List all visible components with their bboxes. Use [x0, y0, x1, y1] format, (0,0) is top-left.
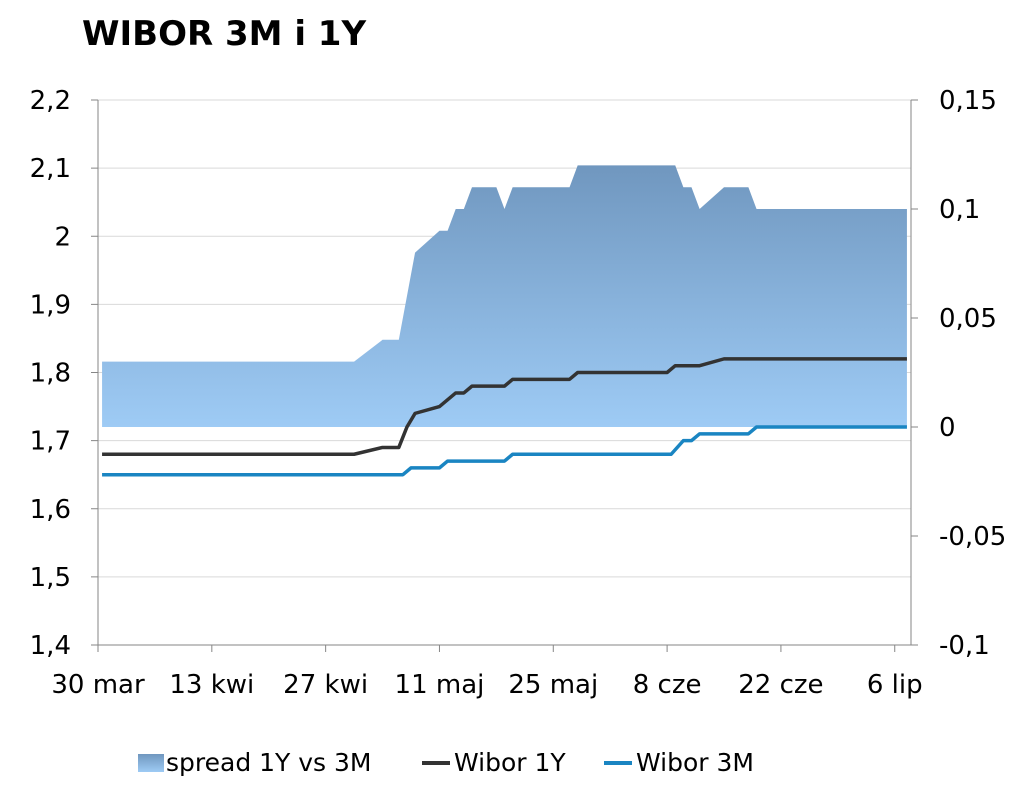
- y-left-tick-label: 1,5: [30, 563, 71, 593]
- legend-item-spread[interactable]: spread 1Y vs 3M: [138, 748, 372, 777]
- series-line-wibor-1y: [102, 357, 907, 456]
- x-tick-label: 30 mar: [51, 670, 145, 700]
- x-tick-label: 6 lip: [867, 670, 923, 700]
- x-tick-label: 8 cze: [633, 670, 702, 700]
- legend-item-wibor-3m[interactable]: Wibor 3M: [604, 748, 754, 777]
- y-left-tick-label: 1,8: [30, 359, 71, 389]
- legend-swatch-wibor-1y: [422, 760, 450, 765]
- y-right-tick-label: 0,05: [939, 304, 997, 334]
- x-tick-label: 22 cze: [738, 670, 823, 700]
- x-tick-label: 11 maj: [395, 670, 485, 700]
- series-area-spread: [102, 165, 907, 427]
- y-right-tick-label: 0,15: [939, 86, 997, 116]
- y-right-tick-label: 0,1: [939, 195, 980, 225]
- chart-title: WIBOR 3M i 1Y: [82, 14, 367, 54]
- y-left-tick-label: 2,1: [30, 154, 71, 184]
- series-line-wibor-3m: [102, 425, 907, 477]
- legend-label-wibor-3m: Wibor 3M: [636, 748, 754, 777]
- x-tick-label: 13 kwi: [169, 670, 254, 700]
- chart-plot: 1,4 1,5 1,6 1,7 1,8 1,9 2 2,1 2,2 -0,1 -0,05 0 0,05 0…: [30, 86, 1007, 700]
- x-tick-label: 27 kwi: [283, 670, 368, 700]
- legend-swatch-wibor-3m: [604, 760, 632, 765]
- legend-swatch-spread: [138, 753, 164, 772]
- y-left-tick-label: 1,7: [30, 427, 71, 457]
- y-left-tick-label: 1,4: [30, 631, 71, 661]
- y-left-tick-label: 1,9: [30, 290, 71, 320]
- y-right-tick-label: -0,05: [939, 522, 1006, 552]
- legend-item-wibor-1y[interactable]: Wibor 1Y: [422, 748, 566, 777]
- y-right-tick-label: 0: [939, 413, 956, 443]
- chart-legend: spread 1Y vs 3M Wibor 1Y Wibor 3M: [0, 748, 1024, 782]
- legend-label-spread: spread 1Y vs 3M: [166, 748, 372, 777]
- y-left-tick-label: 2,2: [30, 86, 71, 116]
- y-right-tick-label: -0,1: [939, 631, 990, 661]
- x-tick-label: 25 maj: [508, 670, 598, 700]
- legend-label-wibor-1y: Wibor 1Y: [454, 748, 566, 777]
- y-left-tick-label: 1,6: [30, 495, 71, 525]
- y-left-tick-label: 2: [54, 222, 71, 252]
